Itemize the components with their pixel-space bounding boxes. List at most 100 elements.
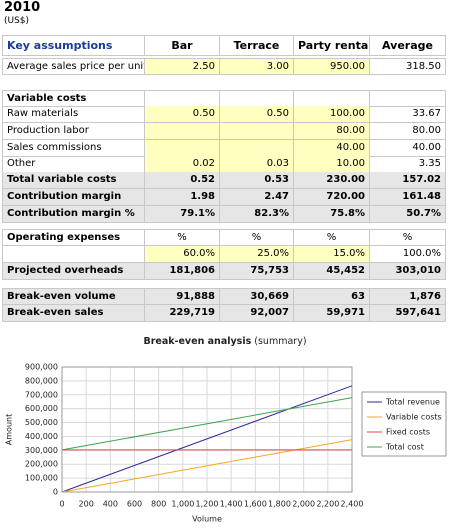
y-tick-label: 400,000 [25,432,58,441]
table-cell: Other [2,156,145,173]
table-cell: 597,641 [370,305,446,322]
table-cell: 0.52 [145,172,220,189]
table-cell: 0.50 [220,106,294,123]
table-cell: Raw materials [2,106,145,123]
x-tick-label: 1,200 [196,500,219,509]
table-cell: Projected overheads [2,263,145,280]
table-cell: Variable costs [2,90,145,107]
x-axis-label: Volume [192,515,222,524]
y-tick-label: 600,000 [25,404,58,413]
column-header: Key assumptions [2,35,145,56]
table-cell [370,90,446,107]
y-tick-label: 700,000 [25,390,58,399]
table-cell [220,90,294,107]
chart-title-main: Break-even analysis [143,336,251,347]
table-cell: 1.98 [145,189,220,206]
x-tick-label: 1,800 [268,500,291,509]
chart-subtitle: (summary) [254,336,306,347]
table-cell: 75.8% [294,206,370,223]
table-cell: 40.00 [370,140,446,157]
table-cell: 60.0% [145,246,220,263]
table-cell: 75,753 [220,263,294,280]
page-title: 2010 [4,0,41,15]
legend-label: Total revenue [385,398,440,407]
table-cell: 2.50 [145,58,220,75]
table-cell [145,90,220,107]
x-tick-label: 600 [127,500,142,509]
currency-note: (US$) [4,16,30,26]
table-cell: 3.00 [220,58,294,75]
x-tick-label: 2,000 [292,500,315,509]
table-cell: 92,007 [220,305,294,322]
x-tick-label: 0 [59,500,64,509]
table-cell: 100.00 [294,106,370,123]
series-line [61,439,353,493]
table-cell: 0.02 [145,156,220,173]
table-cell: 59,971 [294,305,370,322]
y-axis-label: Amount [5,414,14,445]
table-cell: Break-even volume [2,288,145,305]
chart-title: Break-even analysis (summary) [143,336,306,347]
column-header: Average [370,35,446,56]
table-cell: 3.35 [370,156,446,173]
y-tick-label: 900,000 [25,363,58,372]
table-cell: 80.00 [294,123,370,140]
chart: Break-even analysis (summary) 0 100,000 20… [5,336,447,524]
table-cell: 950.00 [294,58,370,75]
table-cell: % [294,229,370,246]
table-cell: % [220,229,294,246]
table-cell [220,123,294,140]
y-tick-label: 100,000 [25,474,58,483]
column-header: Bar [145,35,220,56]
table-cell: 229,719 [145,305,220,322]
x-tick-label: 1,400 [220,500,243,509]
table-cell: 50.7% [370,206,446,223]
x-tick-label: 800 [151,500,166,509]
table-cell: 2.47 [220,189,294,206]
table-cell: 0.03 [220,156,294,173]
table-cell [2,246,145,263]
series-line [61,397,353,451]
table-cell: % [370,229,446,246]
table-cell: 15.0% [294,246,370,263]
table-cell: 181,806 [145,263,220,280]
table-cell: 10.00 [294,156,370,173]
series-line [61,385,353,493]
table-cell: % [145,229,220,246]
legend-label: Variable costs [386,413,442,422]
table-cell: 82.3% [220,206,294,223]
table-cell: 80.00 [370,123,446,140]
column-header: Terrace [220,35,294,56]
table-cell: 0.53 [220,172,294,189]
table-cell: 161.48 [370,189,446,206]
table-cell: Contribution margin [2,189,145,206]
table-cell: 0.50 [145,106,220,123]
table-cell: 79.1% [145,206,220,223]
table-cell: 100.0% [370,246,446,263]
x-tick-label: 2,200 [316,500,339,509]
table-cell: 157.02 [370,172,446,189]
table-cell: 230.00 [294,172,370,189]
table-cell [145,123,220,140]
column-header: Party rentals [294,35,370,56]
x-tick-label: 200 [79,500,94,509]
table-cell [294,90,370,107]
table-cell: 303,010 [370,263,446,280]
x-tick-label: 2,400 [341,500,364,509]
table-cell: 720.00 [294,189,370,206]
table-cell: Total variable costs [2,172,145,189]
table-cell: 318.50 [370,58,446,75]
y-tick-label: 300,000 [25,446,58,455]
y-tick-label: 0 [53,488,58,497]
table-cell: 33.67 [370,106,446,123]
table-cell [145,140,220,157]
legend-label: Total cost [385,443,424,452]
y-tick-label: 200,000 [25,460,58,469]
table-cell: Contribution margin % [2,206,145,223]
table-cell: 40.00 [294,140,370,157]
y-tick-label: 500,000 [25,418,58,427]
x-tick-label: 400 [103,500,118,509]
legend-label: Fixed costs [386,428,430,437]
table-cell: Average sales price per unit [2,58,145,75]
